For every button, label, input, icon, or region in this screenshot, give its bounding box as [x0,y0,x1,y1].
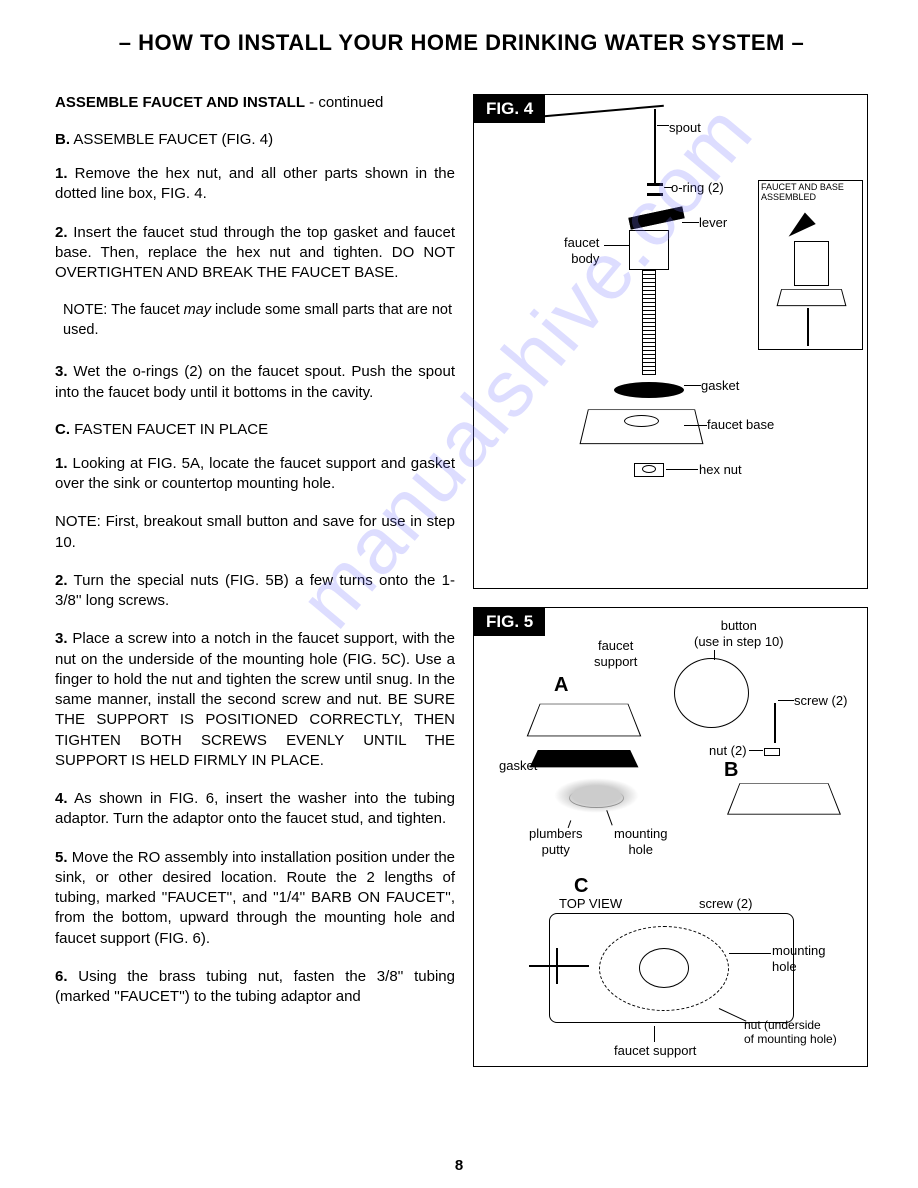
callout-mounting-hole2: mounting hole [772,943,825,974]
callout-lever: lever [699,215,727,231]
callout-screw2b: screw (2) [699,896,752,912]
step-text: Wet the o-rings (2) on the faucet spout.… [55,363,455,400]
content-columns: ASSEMBLE FAUCET AND INSTALL - continued … [55,94,868,1067]
step-num: 1. [55,165,68,182]
note-label: NOTE: [63,302,107,318]
label-b: B [724,758,738,782]
step-text: Remove the hex nut, and all other parts … [55,165,455,202]
step-text: Place a screw into a notch in the faucet… [55,630,455,769]
callout-nut2: nut (2) [709,743,747,759]
callout-nut-under: nut (underside of mounting hole) [744,1018,837,1047]
callout-screw2: screw (2) [794,693,847,709]
step-b2: 2. Insert the faucet stud through the to… [55,223,455,284]
note-em: may [184,302,211,318]
callout-oring: o-ring (2) [671,180,724,196]
note-2: NOTE: First, breakout small button and s… [55,512,455,553]
sub-heading-c: C. FASTEN FAUCET IN PLACE [55,421,455,438]
sub-c-text: FASTEN FAUCET IN PLACE [70,421,268,438]
callout-top-view: TOP VIEW [559,896,622,912]
note-text: The faucet [107,302,183,318]
step-num: 6. [55,968,68,985]
step-text: As shown in FIG. 6, insert the washer in… [55,790,455,827]
heading-suffix: - continued [305,94,383,111]
step-text: Using the brass tubing nut, fasten the 3… [55,968,455,1005]
label-a: A [554,673,568,697]
label-c: C [574,874,588,898]
callout-hex-nut: hex nut [699,462,742,478]
step-b1: 1. Remove the hex nut, and all other par… [55,164,455,205]
callout-inset: FAUCET AND BASE ASSEMBLED [761,183,844,203]
note-1: NOTE: The faucet may include some small … [55,301,455,340]
callout-spout: spout [669,120,701,136]
step-num: 2. [55,224,68,241]
callout-faucet-support: faucet support [594,638,637,669]
note-text: First, breakout small button and save fo… [55,513,455,550]
text-column: ASSEMBLE FAUCET AND INSTALL - continued … [55,94,455,1067]
sub-heading-b: B. ASSEMBLE FAUCET (FIG. 4) [55,131,455,148]
step-text: Move the RO assembly into installation p… [55,849,455,947]
callout-faucet-support2: faucet support [614,1043,696,1059]
callout-faucet-base: faucet base [707,417,774,433]
figure-column: FIG. 4 spout o-ring (2) lever faucet bod… [473,94,868,1067]
step-c4: 4. As shown in FIG. 6, insert the washer… [55,789,455,830]
callout-button: button (use in step 10) [694,618,784,649]
sub-b-prefix: B. [55,131,70,148]
figure-5: FIG. 5 A faucet support button (use in s… [473,607,868,1067]
step-c1: 1. Looking at FIG. 5A, locate the faucet… [55,454,455,495]
page-number: 8 [455,1157,463,1174]
step-num: 5. [55,849,68,866]
step-c5: 5. Move the RO assembly into installatio… [55,848,455,949]
step-c6: 6. Using the brass tubing nut, fasten th… [55,967,455,1008]
callout-faucet-body: faucet body [564,235,599,266]
step-num: 3. [55,363,68,380]
fig5-label: FIG. 5 [474,608,545,636]
callout-mounting-hole: mounting hole [614,826,667,857]
step-text: Turn the special nuts (FIG. 5B) a few tu… [55,572,455,609]
step-num: 3. [55,630,68,647]
sub-b-text: ASSEMBLE FAUCET (FIG. 4) [70,131,273,148]
callout-gasket: gasket [701,378,739,394]
step-num: 1. [55,455,68,472]
page-title: – HOW TO INSTALL YOUR HOME DRINKING WATE… [55,30,868,56]
step-c3: 3. Place a screw into a notch in the fau… [55,629,455,771]
step-text: Looking at FIG. 5A, locate the faucet su… [55,455,455,492]
section-heading: ASSEMBLE FAUCET AND INSTALL - continued [55,94,455,111]
callout-plumbers-putty: plumbers putty [529,826,582,857]
fig4-label: FIG. 4 [474,95,545,123]
heading-main: ASSEMBLE FAUCET AND INSTALL [55,94,305,111]
step-b3: 3. Wet the o-rings (2) on the faucet spo… [55,362,455,403]
callout-gasket5: gasket [499,758,537,774]
sub-c-prefix: C. [55,421,70,438]
step-num: 4. [55,790,68,807]
figure-4: FIG. 4 spout o-ring (2) lever faucet bod… [473,94,868,589]
step-text: Insert the faucet stud through the top g… [55,224,455,282]
step-c2: 2. Turn the special nuts (FIG. 5B) a few… [55,571,455,612]
note-label: NOTE: [55,513,101,530]
step-num: 2. [55,572,68,589]
